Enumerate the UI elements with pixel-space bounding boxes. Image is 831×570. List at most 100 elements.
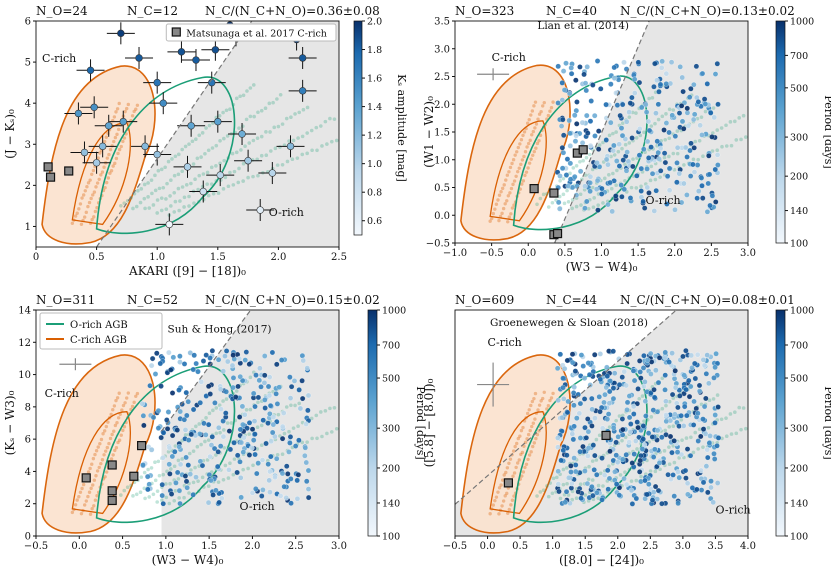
crich-model-point (113, 135, 118, 140)
orich-star (268, 453, 274, 460)
orich-star (585, 130, 591, 136)
orich-model-point (574, 496, 579, 501)
orich-model-point (166, 159, 171, 164)
orich-star (604, 373, 611, 379)
crich-model-point (535, 432, 540, 437)
region-label: O-rich (269, 206, 304, 219)
orich-star (267, 411, 273, 417)
crich-model-point (527, 161, 532, 165)
orich-model-point (241, 93, 246, 98)
orich-model-point (195, 444, 200, 449)
orich-model-point (234, 389, 239, 393)
orich-star (253, 486, 259, 492)
orich-star (704, 209, 711, 215)
orich-model-point (724, 416, 728, 420)
orich-star (176, 443, 182, 450)
orich-star (569, 359, 576, 366)
orich-model-point (642, 419, 646, 423)
crich-model-point (95, 469, 100, 473)
orich-model-point (711, 131, 715, 135)
orich-star (226, 428, 233, 434)
orich-model-point (594, 458, 599, 462)
orich-star (579, 140, 586, 146)
orich-star (555, 397, 561, 404)
crich-model-point (107, 441, 111, 446)
orich-star (184, 412, 190, 419)
crich-model-point (95, 181, 100, 185)
orich-model-point (315, 148, 319, 153)
orich-star (190, 366, 197, 373)
orich-star (638, 165, 645, 172)
orich-model-point (647, 96, 651, 101)
orich-star (590, 82, 596, 88)
orich-star (679, 118, 686, 125)
orich-star (594, 58, 601, 64)
orich-star (571, 384, 577, 390)
orich-star (603, 384, 610, 391)
orich-star (280, 410, 287, 416)
orich-model-point (614, 130, 618, 134)
orich-model-point (658, 175, 662, 179)
orich-model-point (178, 199, 182, 203)
orich-star (274, 361, 280, 368)
orich-model-point (607, 425, 612, 429)
orich-model-point (147, 495, 152, 499)
orich-model-point (176, 152, 181, 157)
orich-star (677, 393, 683, 399)
orich-star (672, 384, 679, 391)
crich-model-point (501, 499, 506, 503)
orich-star (217, 386, 224, 393)
orich-model-point (287, 139, 291, 143)
orich-star (714, 443, 720, 449)
crich-model-point (103, 475, 107, 479)
orich-star (92, 159, 101, 167)
crich-model-point (84, 499, 88, 503)
crich-model-point (94, 185, 98, 189)
orich-model-point (163, 165, 167, 170)
orich-star (645, 155, 652, 161)
crich-model-point (124, 396, 129, 400)
boundary-line (96, 21, 253, 247)
orich-star (616, 141, 622, 147)
crich-model-point (91, 483, 95, 487)
orich-star (604, 364, 610, 371)
crich-model-point (516, 436, 520, 441)
orich-model-point (291, 426, 296, 430)
y-tick-label: 4 (25, 467, 31, 478)
crich-contour-inner (71, 411, 131, 515)
orich-region-shade (96, 21, 339, 247)
orich-model-point (586, 206, 591, 211)
orich-model-point (653, 469, 658, 474)
orich-star (244, 425, 250, 431)
count-nc: N_C=52 (127, 293, 178, 307)
orich-star (165, 409, 172, 415)
orich-star (662, 349, 669, 356)
orich-model-point (758, 421, 762, 425)
orich-model-point (601, 484, 605, 488)
orich-model-point (570, 206, 574, 211)
orich-star (295, 471, 302, 478)
y-tick-label: 2.0 (434, 100, 450, 111)
orich-star (633, 438, 639, 444)
crich-model-point (507, 461, 511, 465)
orich-star (556, 488, 562, 495)
orich-star (587, 143, 594, 149)
y-tick-label: 2 (25, 181, 31, 192)
orich-model-point (715, 148, 720, 153)
orich-star (651, 394, 658, 401)
orich-star (610, 147, 616, 154)
count-nc: N_C=40 (546, 4, 597, 18)
legend-label: O-rich AGB (70, 320, 128, 331)
crich-model-point (97, 177, 101, 181)
count-fraction: N_C/(N_C+N_O)=0.36±0.08 (205, 4, 380, 18)
orich-model-point (203, 439, 207, 444)
orich-model-point (305, 151, 309, 156)
orich-model-point (218, 138, 222, 143)
orich-star (201, 420, 207, 427)
crich-model-point (531, 421, 536, 425)
orich-model-point (334, 138, 339, 143)
orich-star (681, 180, 687, 187)
orich-model-point (701, 154, 705, 159)
orich-star (263, 440, 269, 447)
orich-star (296, 387, 302, 393)
